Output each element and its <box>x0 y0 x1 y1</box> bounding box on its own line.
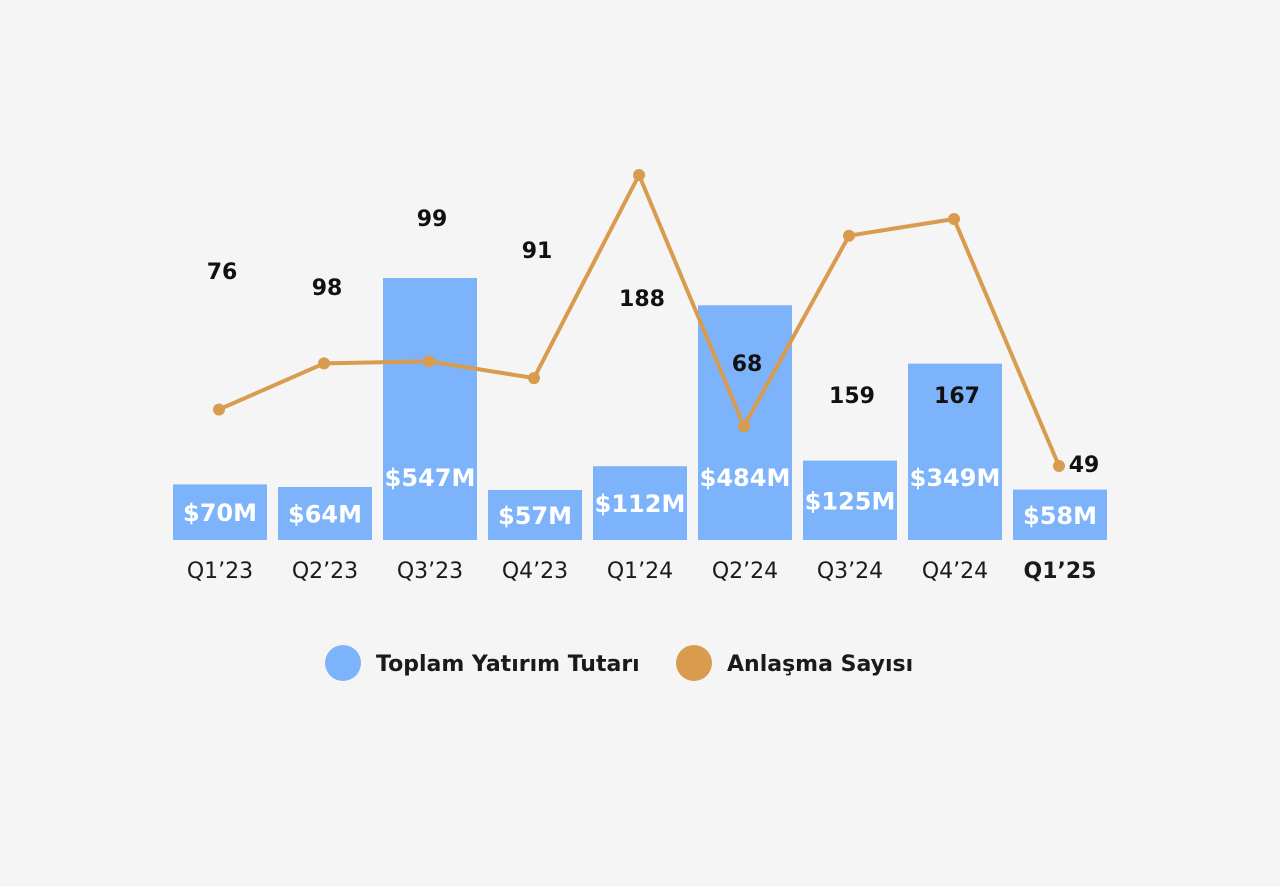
bar-value-label: $484M <box>700 464 791 492</box>
bar-value-label: $125M <box>805 487 896 515</box>
legend-swatch-deals <box>676 645 712 681</box>
bar-value-label: $547M <box>385 464 476 492</box>
bar-2 <box>383 278 477 540</box>
bar-value-label: $349M <box>910 464 1001 492</box>
deals-point <box>423 355 435 368</box>
category-label: Q4’24 <box>922 559 988 584</box>
deal-count-label: 188 <box>619 287 665 312</box>
category-labels: Q1’23 Q2’23 Q3’23 Q4’23 Q1’24 Q2’24 Q3’24 Q4’24… <box>187 559 1097 584</box>
deals-point <box>633 169 645 181</box>
bar-6 <box>803 460 897 540</box>
bar-value-label: $64M <box>288 500 362 528</box>
deal-count-label: 167 <box>934 384 980 409</box>
bar-3 <box>488 490 582 540</box>
deal-count-label: 98 <box>312 276 343 301</box>
bar-value-label: $57M <box>498 502 572 530</box>
category-label: Q2’24 <box>712 559 778 584</box>
bars-layer: $70M $64M $547M $57M $112M $484M $125M $349M $58… <box>173 278 1107 540</box>
deal-count-label: 99 <box>417 207 448 232</box>
legend-swatch-investment <box>325 645 361 681</box>
deals-point <box>528 372 540 385</box>
bar-1 <box>278 486 372 540</box>
category-label: Q1’23 <box>187 559 253 584</box>
deal-count-label: 76 <box>207 260 238 285</box>
count-labels: 76 98 99 91 188 68 159 167 49 <box>207 207 1100 478</box>
legend-label-deals: Anlaşma Sayısı <box>727 652 913 677</box>
bar-0 <box>173 484 267 540</box>
legend: Toplam Yatırım Tutarı Anlaşma Sayısı <box>325 645 913 681</box>
category-label: Q1’25 <box>1024 559 1097 584</box>
deal-count-label: 68 <box>732 352 763 377</box>
legend-item-line: Anlaşma Sayısı <box>676 645 913 681</box>
category-label: Q2’23 <box>292 559 358 584</box>
legend-item-bars: Toplam Yatırım Tutarı <box>325 645 640 681</box>
bar-value-label: $70M <box>183 499 257 527</box>
line-layer <box>213 169 1065 472</box>
bar-4 <box>593 466 687 540</box>
deals-point <box>213 403 225 416</box>
bar-value-label: $58M <box>1023 502 1097 530</box>
category-label: Q4’23 <box>502 559 568 584</box>
deals-point <box>738 420 750 433</box>
deals-point <box>948 212 960 225</box>
legend-label-investment: Toplam Yatırım Tutarı <box>376 652 640 677</box>
deal-count-label: 91 <box>522 239 553 264</box>
category-label: Q1’24 <box>607 559 673 584</box>
deals-point <box>1053 460 1065 472</box>
deal-count-label: 49 <box>1069 453 1100 478</box>
deal-count-label: 159 <box>829 384 875 409</box>
bar-value-label: $112M <box>595 490 686 518</box>
deals-point <box>318 357 330 370</box>
category-label: Q3’23 <box>397 559 463 584</box>
deals-point <box>843 229 855 242</box>
bar-7 <box>908 363 1002 540</box>
bar-8 <box>1013 489 1107 540</box>
category-label: Q3’24 <box>817 559 883 584</box>
